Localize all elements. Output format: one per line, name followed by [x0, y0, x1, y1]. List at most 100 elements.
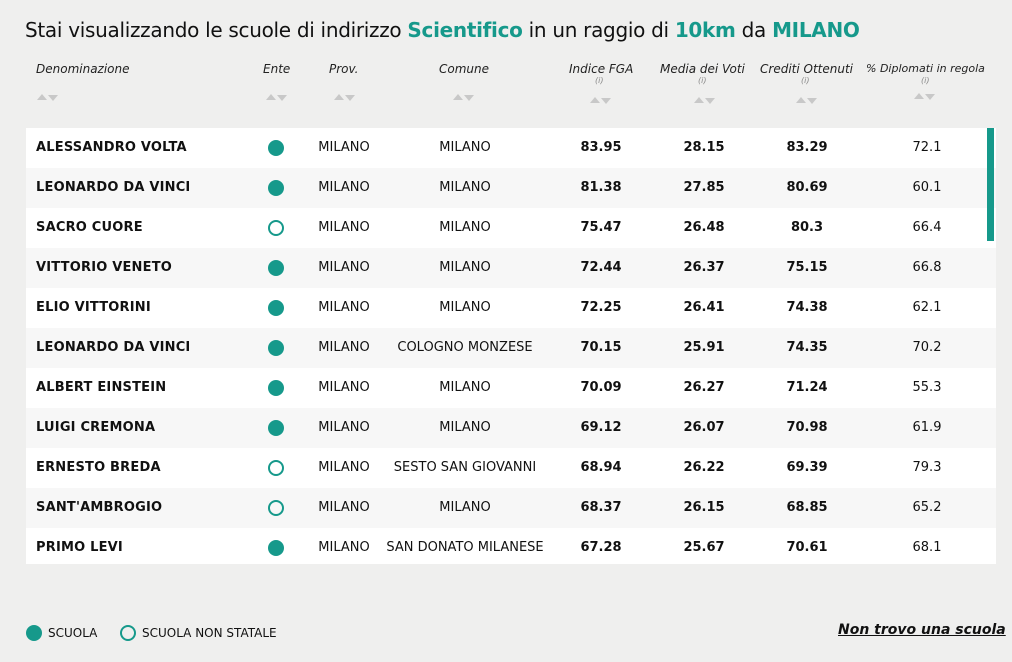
school-prov: MILANO [318, 420, 370, 435]
school-media-voti: 26.07 [683, 420, 725, 435]
school-media-voti: 27.85 [683, 180, 725, 195]
title-mid: in un raggio di [528, 18, 669, 42]
filled-circle-icon [268, 140, 284, 156]
school-name: PRIMO LEVI [36, 540, 123, 555]
table-row[interactable]: ALESSANDRO VOLTA MILANO MILANO 83.95 28.15 83… [26, 128, 996, 169]
school-diplomati: 79.3 [912, 460, 942, 475]
info-icon[interactable]: (i) [698, 76, 707, 85]
filled-circle-icon [268, 180, 284, 196]
school-name: ALBERT EINSTEIN [36, 380, 167, 395]
table-row[interactable]: LUIGI CREMONA MILANO MILANO 69.12 26.07 70.98… [26, 408, 996, 449]
title-school-type: Scientifico [407, 18, 523, 42]
header-ente[interactable]: Ente [263, 62, 291, 76]
school-prov: MILANO [318, 460, 370, 475]
school-indice-fga: 72.44 [580, 260, 622, 275]
school-indice-fga: 67.28 [580, 540, 622, 555]
filled-circle-icon [268, 340, 284, 356]
school-indice-fga: 75.47 [580, 220, 622, 235]
sort-arrows-icon[interactable] [453, 94, 477, 102]
school-comune: SESTO SAN GIOVANNI [393, 460, 537, 475]
school-diplomati: 66.4 [912, 220, 942, 235]
school-crediti: 80.3 [790, 220, 824, 235]
header-diplomati[interactable]: % Diplomati in regola [866, 62, 985, 75]
legend-statale-label: SCUOLA [48, 626, 98, 640]
school-media-voti: 26.15 [683, 500, 725, 515]
header-indice-fga[interactable]: Indice FGA [569, 62, 634, 76]
page-title: Stai visualizzando le scuole di indirizz… [25, 18, 860, 42]
table-row[interactable]: LEONARDO DA VINCI MILANO COLOGNO MONZESE 70… [26, 328, 996, 369]
school-prov: MILANO [318, 220, 370, 235]
school-comune: MILANO [439, 420, 491, 435]
sort-arrows-icon[interactable] [266, 94, 290, 102]
header-denominazione[interactable]: Denominazione [36, 62, 130, 76]
school-indice-fga: 70.09 [580, 380, 622, 395]
table-row[interactable]: SACRO CUORE MILANO MILANO 75.47 26.48 80.3 66.… [26, 208, 996, 249]
empty-circle-icon [268, 460, 284, 476]
header-media-voti[interactable]: Media dei Voti [660, 62, 745, 76]
school-prov: MILANO [318, 540, 370, 555]
school-indice-fga: 69.12 [580, 420, 622, 435]
school-diplomati: 68.1 [912, 540, 942, 555]
table-row[interactable]: VITTORIO VENETO MILANO MILANO 72.44 26.37 75.… [26, 248, 996, 289]
school-name: LEONARDO DA VINCI [36, 340, 191, 355]
sort-arrows-icon[interactable] [914, 93, 938, 101]
table-row[interactable]: LEONARDO DA VINCI MILANO MILANO 81.38 27.85 8… [26, 168, 996, 209]
schools-table: ALESSANDRO VOLTA MILANO MILANO 83.95 28.15 83… [26, 128, 996, 564]
school-crediti: 75.15 [786, 260, 828, 275]
school-crediti: 83.29 [786, 140, 828, 155]
school-crediti: 70.61 [786, 540, 828, 555]
table-row[interactable]: SANT'AMBROGIO MILANO MILANO 68.37 26.15 68.85… [26, 488, 996, 529]
info-icon[interactable]: (i) [801, 76, 810, 85]
table-row[interactable]: ALBERT EINSTEIN MILANO MILANO 70.09 26.27 71.… [26, 368, 996, 409]
table-row[interactable]: PRIMO LEVI MILANO SAN DONATO MILANESE 67.28… [26, 528, 996, 564]
sort-arrows-icon[interactable] [37, 94, 61, 102]
info-icon[interactable]: (i) [921, 76, 930, 85]
header-prov[interactable]: Prov. [329, 62, 359, 76]
school-name: LUIGI CREMONA [36, 420, 156, 435]
school-media-voti: 26.27 [683, 380, 725, 395]
school-name: ERNESTO BREDA [36, 460, 161, 475]
school-comune: MILANO [439, 260, 491, 275]
school-name: SANT'AMBROGIO [36, 500, 163, 515]
school-crediti: 70.98 [786, 420, 828, 435]
title-radius: 10km [674, 18, 736, 42]
school-prov: MILANO [318, 180, 370, 195]
header-crediti[interactable]: Crediti Ottenuti [760, 62, 853, 76]
title-prefix: Stai visualizzando le scuole di indirizz… [25, 18, 402, 42]
school-crediti: 68.85 [786, 500, 828, 515]
sort-arrows-icon[interactable] [796, 97, 820, 105]
school-prov: MILANO [318, 380, 370, 395]
school-comune: MILANO [439, 500, 491, 515]
sort-arrows-icon[interactable] [694, 97, 718, 105]
legend-non-statale-label: SCUOLA NON STATALE [142, 626, 277, 640]
school-comune: SAN DONATO MILANESE [386, 540, 544, 555]
school-comune: MILANO [439, 140, 491, 155]
non-trovo-scuola-link[interactable]: Non trovo una scuola [838, 622, 1006, 638]
school-diplomati: 66.8 [912, 260, 942, 275]
title-city: MILANO [772, 18, 860, 42]
sort-arrows-icon[interactable] [334, 94, 358, 102]
school-indice-fga: 70.15 [580, 340, 622, 355]
school-crediti: 74.35 [786, 340, 828, 355]
school-name: VITTORIO VENETO [36, 260, 173, 275]
school-prov: MILANO [318, 500, 370, 515]
school-media-voti: 26.41 [683, 300, 725, 315]
sort-arrows-icon[interactable] [590, 97, 614, 105]
school-media-voti: 25.67 [683, 540, 725, 555]
filled-circle-icon [268, 420, 284, 436]
school-comune: MILANO [439, 300, 491, 315]
table-row[interactable]: ERNESTO BREDA MILANO SESTO SAN GIOVANNI 68.… [26, 448, 996, 489]
school-prov: MILANO [318, 340, 370, 355]
school-media-voti: 26.22 [683, 460, 725, 475]
school-indice-fga: 68.94 [580, 460, 622, 475]
school-prov: MILANO [318, 140, 370, 155]
filled-circle-icon [268, 380, 284, 396]
filled-circle-icon [268, 300, 284, 316]
info-icon[interactable]: (i) [595, 76, 604, 85]
header-comune[interactable]: Comune [439, 62, 490, 76]
school-diplomati: 72.1 [912, 140, 942, 155]
school-comune: MILANO [439, 220, 491, 235]
empty-circle-icon [268, 220, 284, 236]
table-row[interactable]: ELIO VITTORINI MILANO MILANO 72.25 26.41 74.3… [26, 288, 996, 329]
scrollbar-thumb[interactable] [987, 128, 994, 241]
